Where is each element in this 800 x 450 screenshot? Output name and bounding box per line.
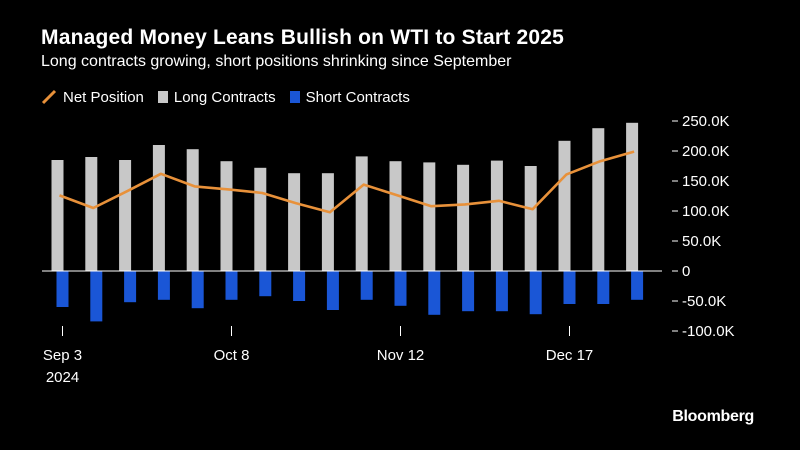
short-contracts-bar: [529, 271, 542, 315]
long-contracts-bar: [321, 173, 334, 271]
long-contracts-bar: [220, 161, 233, 271]
short-contracts-bar: [631, 271, 644, 300]
chart-title: Managed Money Leans Bullish on WTI to St…: [41, 26, 565, 49]
long-contracts-bar: [119, 160, 132, 271]
legend-item-short: Short Contracts: [289, 88, 410, 106]
legend-item-long: Long Contracts: [157, 88, 276, 106]
short-contracts-bar: [157, 271, 170, 300]
long-contracts-bar: [355, 156, 368, 271]
y-axis-tick-label: 150.0K: [682, 173, 730, 190]
short-contracts-bar: [259, 271, 272, 297]
long-contracts-bar: [85, 157, 98, 271]
long-contracts-bar: [626, 122, 639, 271]
legend-label-long: Long Contracts: [173, 88, 276, 106]
long-contracts-bar: [152, 145, 165, 271]
x-axis-tick-label: Dec 17: [546, 347, 594, 364]
short-contracts-bar: [293, 271, 306, 301]
long-contracts-bar: [490, 160, 503, 271]
net-position-line: [59, 150, 635, 214]
y-axis-tick-label: 200.0K: [682, 143, 730, 160]
long-contracts-bar: [254, 167, 267, 271]
long-contracts-bar: [51, 160, 64, 271]
chart-subtitle: Long contracts growing, short positions …: [41, 53, 512, 70]
short-contracts-bar: [326, 271, 339, 310]
short-contracts-bar: [225, 271, 238, 300]
long-contracts-bar: [389, 161, 402, 271]
x-axis-tick-label: Sep 3: [43, 347, 82, 364]
y-axis-tick-label: 50.0K: [682, 233, 721, 250]
short-contracts-bar: [124, 271, 137, 303]
short-contracts-bar: [597, 271, 610, 304]
long-contracts-bar: [524, 166, 537, 271]
short-contracts-bar: [394, 271, 407, 306]
y-axis-tick-label: 100.0K: [682, 203, 730, 220]
net-line-swatch-icon: [41, 89, 57, 105]
short-contracts-bar: [360, 271, 373, 300]
short-contracts-bar: [462, 271, 475, 312]
legend-item-net: Net Position: [41, 89, 144, 106]
long-contracts-bar: [592, 128, 605, 271]
short-contracts-bar: [56, 271, 69, 307]
y-axis-tick-label: 0: [682, 263, 690, 280]
short-contracts-bar: [428, 271, 441, 315]
bloomberg-logo: Bloomberg: [672, 408, 754, 425]
legend-label-net: Net Position: [63, 88, 144, 106]
long-contracts-bar: [423, 162, 436, 271]
short-contracts-bar: [495, 271, 508, 312]
x-axis-tick-label: Nov 12: [377, 347, 425, 364]
x-axis-tick-sublabel: 2024: [46, 369, 79, 386]
legend-label-short: Short Contracts: [305, 88, 410, 106]
short-contracts-bar: [191, 271, 204, 309]
chart-legend: Net Position Long Contracts Short Contra…: [41, 87, 424, 107]
long-bar-swatch-icon: [157, 91, 168, 103]
x-axis-tick-label: Oct 8: [214, 347, 250, 364]
y-axis-tick-label: -50.0K: [682, 293, 726, 310]
long-contracts-bar: [288, 173, 301, 271]
short-contracts-bar: [90, 271, 103, 322]
y-axis-tick-label: 250.0K: [682, 113, 730, 130]
y-axis-tick-label: -100.0K: [682, 323, 735, 340]
long-contracts-bar: [186, 149, 199, 271]
long-contracts-bar: [558, 140, 571, 271]
short-contracts-bar: [563, 271, 576, 304]
short-bar-swatch-icon: [289, 91, 300, 103]
long-contracts-bar: [457, 164, 470, 271]
